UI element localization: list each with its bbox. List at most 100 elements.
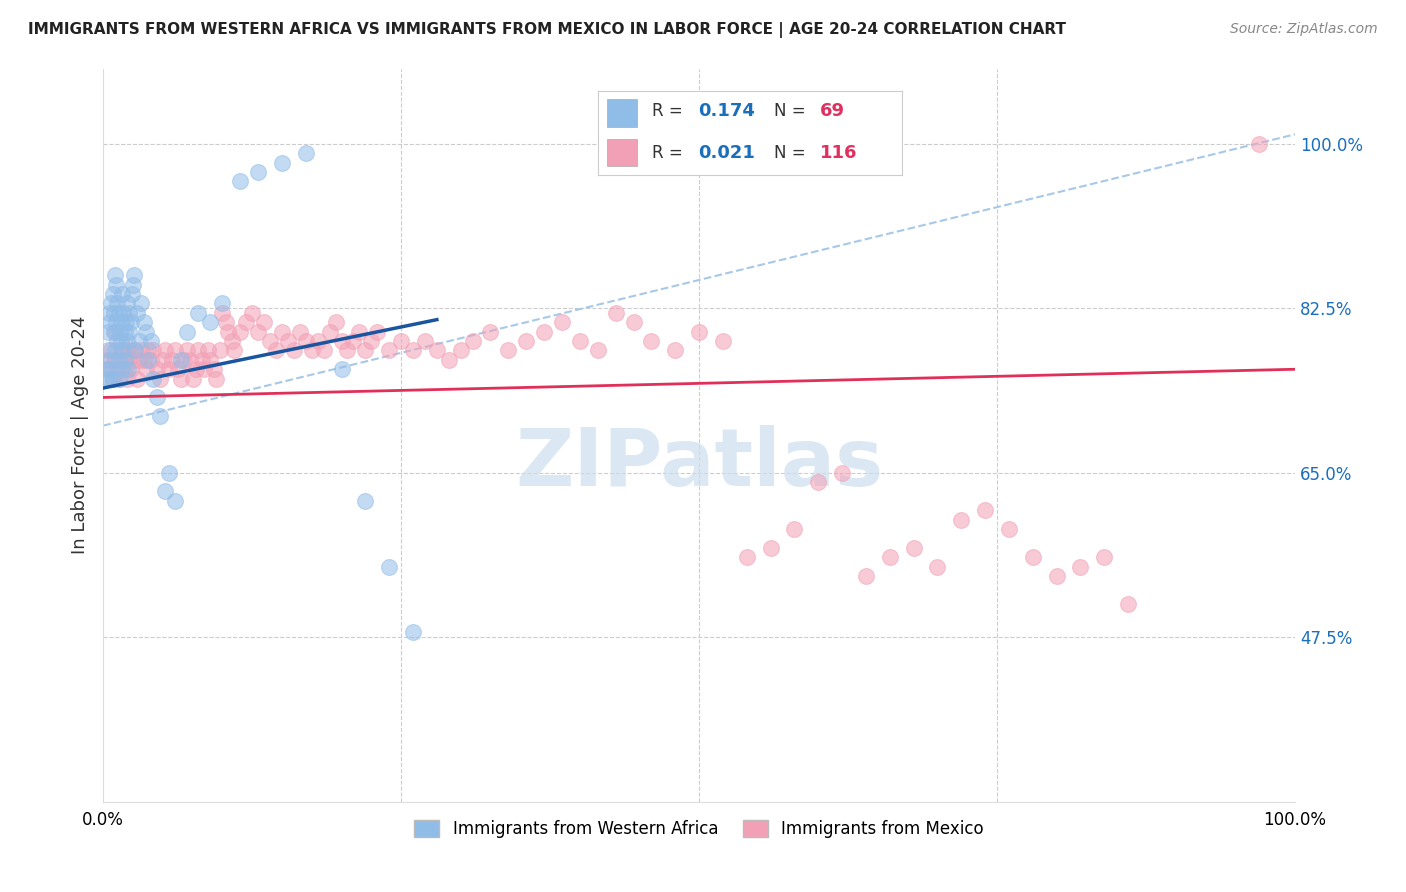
Point <box>111 352 134 367</box>
Point <box>974 503 997 517</box>
Point <box>271 325 294 339</box>
Point <box>110 334 132 348</box>
Point <box>211 306 233 320</box>
Point <box>114 352 136 367</box>
Point <box>640 334 662 348</box>
Point <box>215 315 238 329</box>
Point <box>111 287 134 301</box>
Point <box>807 475 830 489</box>
Point <box>533 325 555 339</box>
Point <box>129 343 152 358</box>
Point <box>461 334 484 348</box>
Point <box>120 362 142 376</box>
Legend: Immigrants from Western Africa, Immigrants from Mexico: Immigrants from Western Africa, Immigran… <box>408 813 991 845</box>
Point <box>181 372 204 386</box>
Point <box>294 146 316 161</box>
Point <box>759 541 782 555</box>
Point <box>515 334 537 348</box>
Point <box>163 343 186 358</box>
Point <box>96 362 118 376</box>
Point <box>121 287 143 301</box>
Point <box>240 306 263 320</box>
Point <box>1092 550 1115 565</box>
Point <box>114 315 136 329</box>
Point <box>104 343 127 358</box>
Point <box>115 334 138 348</box>
Point <box>105 315 128 329</box>
Point <box>366 325 388 339</box>
Point <box>176 343 198 358</box>
Point <box>688 325 710 339</box>
Point <box>118 306 141 320</box>
Point <box>349 325 371 339</box>
Point <box>117 362 139 376</box>
Point <box>114 362 136 376</box>
Point <box>98 362 121 376</box>
Point <box>128 334 150 348</box>
Point <box>855 569 877 583</box>
Point <box>108 325 131 339</box>
Point <box>1069 559 1091 574</box>
Point <box>184 362 207 376</box>
Point <box>336 343 359 358</box>
Point <box>105 277 128 292</box>
Point <box>783 522 806 536</box>
Point <box>98 306 121 320</box>
Point <box>247 325 270 339</box>
Point <box>402 343 425 358</box>
Point <box>107 306 129 320</box>
Point <box>318 325 340 339</box>
Point <box>211 296 233 310</box>
Point <box>224 343 246 358</box>
Point <box>998 522 1021 536</box>
Point <box>96 352 118 367</box>
Point <box>307 334 329 348</box>
Point <box>122 277 145 292</box>
Point <box>97 343 120 358</box>
Point <box>200 315 222 329</box>
Point <box>221 334 243 348</box>
Point <box>167 362 190 376</box>
Point <box>115 372 138 386</box>
Point <box>112 306 135 320</box>
Point <box>277 334 299 348</box>
Point <box>950 513 973 527</box>
Point <box>153 343 176 358</box>
Point <box>1249 136 1271 151</box>
Point <box>200 352 222 367</box>
Point <box>152 352 174 367</box>
Text: Source: ZipAtlas.com: Source: ZipAtlas.com <box>1230 22 1378 37</box>
Point <box>138 352 160 367</box>
Text: ZIPatlas: ZIPatlas <box>515 425 883 503</box>
Point <box>135 325 157 339</box>
Point <box>122 268 145 283</box>
Point <box>122 343 145 358</box>
Y-axis label: In Labor Force | Age 20-24: In Labor Force | Age 20-24 <box>72 316 89 554</box>
Point <box>568 334 591 348</box>
Point <box>104 352 127 367</box>
Point <box>831 466 853 480</box>
Point <box>402 625 425 640</box>
Point <box>271 155 294 169</box>
Point <box>103 325 125 339</box>
Point <box>107 362 129 376</box>
Point <box>98 315 121 329</box>
Point <box>378 559 401 574</box>
Point <box>197 343 219 358</box>
Point <box>187 306 209 320</box>
Point <box>176 325 198 339</box>
Point <box>229 325 252 339</box>
Point <box>1046 569 1069 583</box>
Point <box>108 372 131 386</box>
Point <box>450 343 472 358</box>
Point <box>101 287 124 301</box>
Point <box>132 315 155 329</box>
Point <box>354 493 377 508</box>
Point <box>101 372 124 386</box>
Point <box>104 325 127 339</box>
Point <box>259 334 281 348</box>
Point <box>1022 550 1045 565</box>
Point <box>342 334 364 348</box>
Point <box>479 325 502 339</box>
Point <box>437 352 460 367</box>
